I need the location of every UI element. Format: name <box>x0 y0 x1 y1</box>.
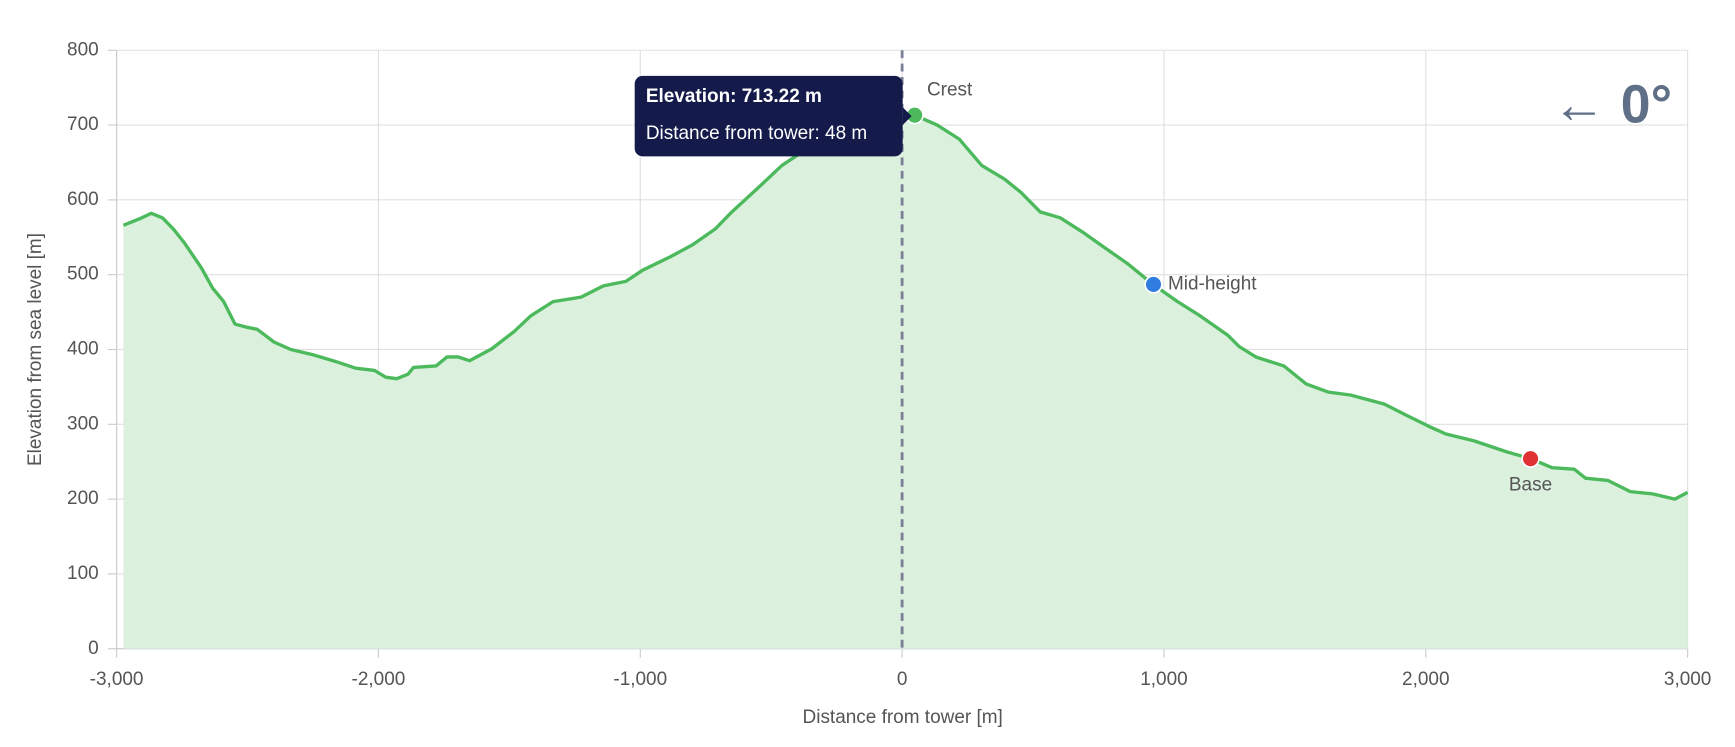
marker <box>1521 449 1540 468</box>
tooltip: Elevation: 713.22 m Distance from tower: … <box>634 75 912 157</box>
y-tick-label: 300 <box>67 413 99 434</box>
tooltip-box <box>634 75 903 157</box>
marker-label: Mid-height <box>1168 273 1257 294</box>
x-tick-label: -3,000 <box>90 669 144 690</box>
x-tick-label: 1,000 <box>1140 669 1187 690</box>
direction: ← 0° <box>1552 74 1672 134</box>
x-axis-label: Distance from tower [m] <box>803 707 1003 728</box>
x-tick-label: -2,000 <box>352 669 406 690</box>
y-tick-label: 700 <box>67 114 99 135</box>
tooltip-text: Elevation: 713.22 m <box>646 86 822 107</box>
tooltip-text: Distance from tower: 48 m <box>646 123 867 144</box>
marker-label: Base <box>1509 475 1552 496</box>
y-tick-label: 600 <box>67 189 99 210</box>
y-tick-label: 200 <box>67 488 99 509</box>
y-tick-label: 100 <box>67 563 99 584</box>
x-tick-label: 2,000 <box>1402 669 1449 690</box>
y-tick-label: 500 <box>67 264 99 285</box>
x-tick-label: 3,000 <box>1664 669 1711 690</box>
y-tick-label: 400 <box>67 339 99 360</box>
area-fill <box>123 115 1688 649</box>
y-tick-label: 0 <box>88 638 99 659</box>
marker-label: Crest <box>927 80 973 101</box>
y-axis-label: Elevation from sea level [m] <box>25 233 46 466</box>
tooltip-arrow <box>902 107 912 126</box>
x-tick-label: -1,000 <box>613 669 667 690</box>
y-tick-label: 800 <box>67 39 99 60</box>
marker <box>1144 275 1163 294</box>
x-tick-label: 0 <box>897 669 908 690</box>
